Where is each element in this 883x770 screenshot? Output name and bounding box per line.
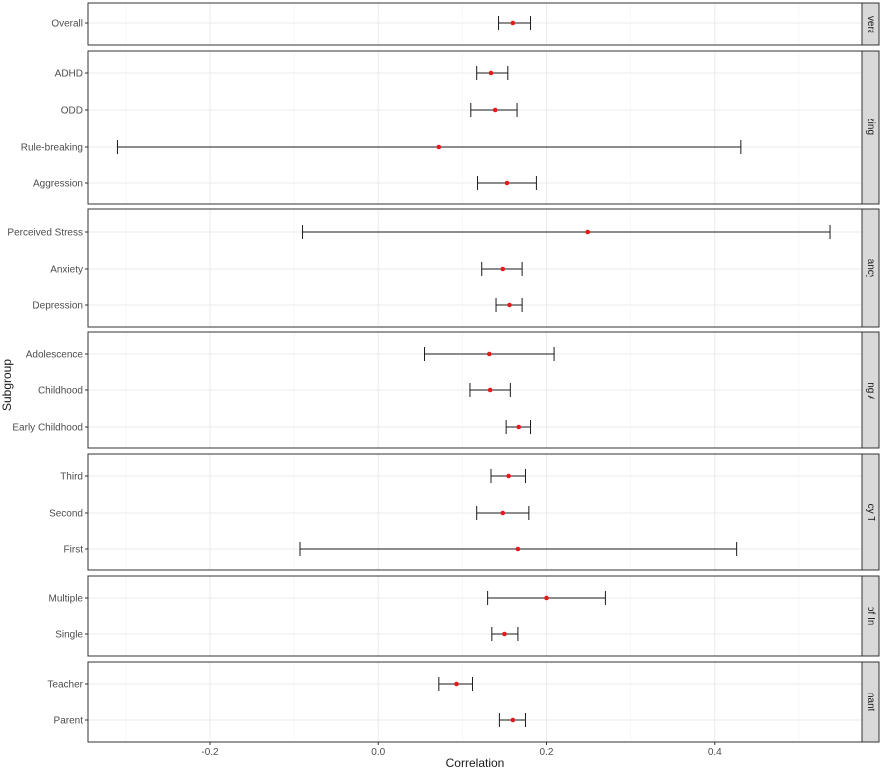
point-estimate xyxy=(510,20,516,26)
y-tick-label: Teacher xyxy=(47,680,83,691)
point-estimate xyxy=(500,510,506,516)
y-tick-label: Anxiety xyxy=(50,265,83,276)
panel-strip xyxy=(861,208,880,328)
y-tick-label: Second xyxy=(49,509,83,520)
point-estimate xyxy=(507,302,512,308)
panel-background xyxy=(88,576,862,656)
y-axis-title: Subgroup xyxy=(0,359,14,411)
panel-strip-label: Pregnancy Type xyxy=(865,232,876,305)
point-estimate xyxy=(544,595,549,601)
point-estimate xyxy=(516,424,522,430)
panel-strip xyxy=(861,453,880,571)
panel-strip xyxy=(861,331,880,449)
panel-strip xyxy=(861,575,880,657)
point-estimate xyxy=(454,681,459,687)
x-tick-label: -0.2 xyxy=(201,747,219,758)
point-estimate xyxy=(487,387,493,393)
y-tick-label: Single xyxy=(55,630,83,641)
x-tick-label: 0.0 xyxy=(371,747,385,758)
panel-background xyxy=(88,51,862,204)
panel: ADHD ODD Rule-breaking Aggression Externaliz… xyxy=(21,50,880,205)
panel: Overall Overall xyxy=(51,2,880,46)
point-estimate xyxy=(506,473,511,479)
panel-strip xyxy=(861,50,880,205)
y-tick-label: Third xyxy=(60,472,83,483)
panel-strip-label: Number of Informants xyxy=(865,568,876,665)
y-tick-label: First xyxy=(64,545,84,556)
y-tick-label: ODD xyxy=(61,106,83,117)
y-tick-label: Overall xyxy=(51,19,83,30)
panel-strip-label: Overall xyxy=(865,8,876,40)
y-tick-label: Aggression xyxy=(33,179,83,190)
panel-strip-label: Informant Role xyxy=(865,669,876,735)
panel: Adolescence Childhood Early Childhood Exter… xyxy=(12,331,880,449)
y-tick-label: Parent xyxy=(54,716,84,727)
y-tick-label: Depression xyxy=(32,301,83,312)
y-tick-label: Perceived Stress xyxy=(7,228,83,239)
y-tick-label: Rule-breaking xyxy=(21,143,83,154)
panel-background xyxy=(88,454,862,570)
panel-strip xyxy=(861,661,880,743)
point-estimate xyxy=(510,717,516,723)
panel-background xyxy=(88,662,862,742)
point-estimate xyxy=(504,180,510,186)
x-axis: -0.2 0.0 0.2 0.4 xyxy=(201,742,722,758)
panel: Multiple Single Number of Informants xyxy=(49,568,880,665)
panel-background xyxy=(88,3,862,45)
point-estimate xyxy=(502,631,507,637)
panel: Teacher Parent Informant Role xyxy=(47,661,880,743)
panel-background xyxy=(88,209,862,327)
y-tick-label: Childhood xyxy=(38,386,83,397)
point-estimate xyxy=(585,229,591,235)
point-estimate xyxy=(500,266,506,272)
panels-layer: Overall Overall ADHD ODD Rule-breaking Aggres… xyxy=(7,2,880,743)
panel-strip xyxy=(861,2,880,46)
panel-strip-label: Externalizing Behavior xyxy=(865,78,876,178)
x-tick-label: 0.4 xyxy=(708,747,722,758)
y-tick-label: Adolescence xyxy=(26,350,84,361)
y-tick-label: ADHD xyxy=(55,69,83,80)
point-estimate xyxy=(487,351,492,357)
point-estimate xyxy=(515,546,521,552)
point-estimate xyxy=(436,144,442,150)
point-estimate xyxy=(488,70,494,76)
panel-strip-label: Externalizing Age Group xyxy=(865,336,876,444)
x-axis-title: Correlation xyxy=(446,756,505,770)
x-tick-label: 0.2 xyxy=(540,747,554,758)
y-tick-label: Multiple xyxy=(49,594,84,605)
point-estimate xyxy=(492,107,498,113)
panel: Perceived Stress Anxiety Depression Pregnan… xyxy=(7,208,880,328)
panel: Third Second First Pregnancy Trimester xyxy=(49,453,880,571)
panel-strip-label: Pregnancy Trimester xyxy=(865,466,876,559)
y-tick-label: Early Childhood xyxy=(12,423,83,434)
